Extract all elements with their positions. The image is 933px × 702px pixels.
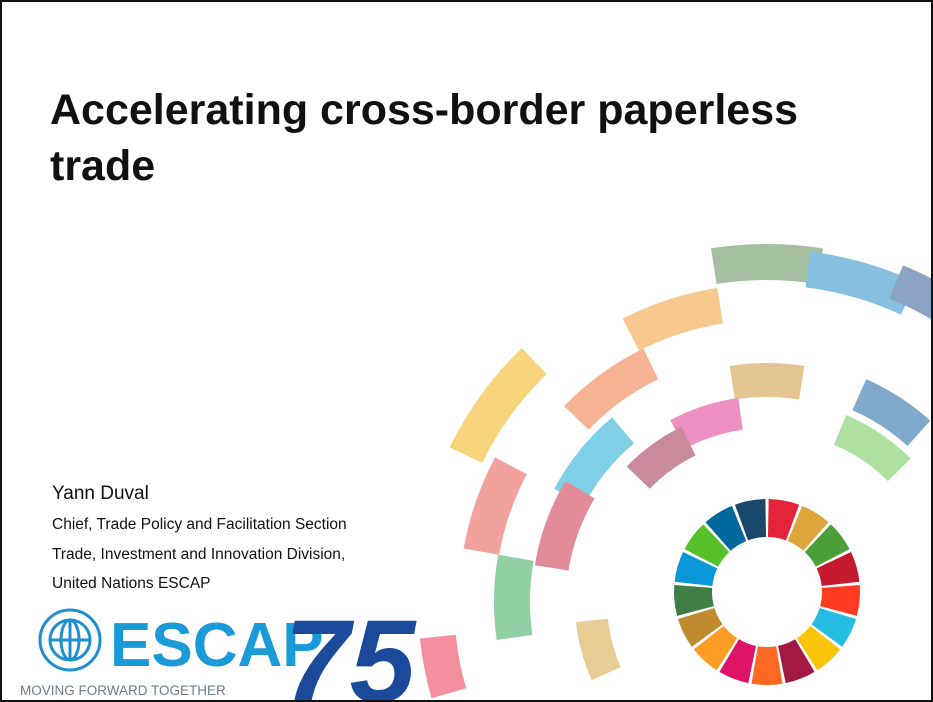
wheel-segment	[684, 524, 730, 568]
arc-segment	[449, 348, 547, 464]
emblem-ring	[38, 608, 102, 672]
presenter: Yann Duval Chief, Trade Policy and Facil…	[52, 478, 347, 599]
wheel-segment	[796, 625, 841, 671]
wheel-segment	[705, 505, 747, 552]
presenter-line: Chief, Trade Policy and Facilitation Sec…	[52, 516, 347, 533]
arc-segment	[576, 618, 621, 681]
wheel-segment	[804, 524, 850, 568]
tagline-box	[14, 677, 294, 700]
arc-segment	[534, 480, 595, 571]
arc-segment	[833, 415, 911, 482]
logo-name: ESCAP	[110, 611, 324, 680]
slide-title: Accelerating cross-border paperless trad…	[50, 86, 799, 190]
wheel-segment	[777, 638, 815, 684]
emblem-meridian	[59, 618, 81, 662]
arc-segment	[419, 634, 467, 699]
logo-tagline: MOVING FORWARD TOGETHER	[20, 683, 226, 698]
arc-segment	[710, 244, 824, 285]
arc-segment	[622, 287, 724, 351]
presenter-line: United Nations ESCAP	[52, 575, 211, 592]
wheel-segment	[674, 585, 715, 616]
un-emblem	[38, 608, 102, 672]
wheel-segment	[693, 625, 738, 671]
wheel-segment	[819, 585, 860, 616]
logo: ESCAP 75 MOVING FORWARD TOGETHER	[14, 596, 418, 702]
logo-anniversary: 75	[284, 596, 418, 702]
wheel-segment	[674, 552, 718, 587]
wheel-segment	[678, 607, 723, 647]
wheel-segment	[734, 499, 767, 541]
wheel-segment	[719, 638, 757, 684]
wheel-segment	[751, 646, 783, 685]
arc-segment	[852, 379, 931, 447]
presenter-name: Yann Duval	[52, 483, 149, 504]
wheel-segment	[816, 552, 860, 587]
arc-segment	[729, 363, 805, 400]
sdg-wheel	[674, 499, 860, 685]
wheel-segment	[767, 499, 800, 541]
arc-segment	[889, 265, 931, 320]
arc-graphic	[419, 244, 931, 699]
wheel-segment	[787, 505, 829, 552]
arc-segment	[494, 554, 534, 640]
presenter-line: Trade, Investment and Innovation Divisio…	[52, 545, 346, 563]
arc-segment	[670, 398, 744, 449]
arc-segment	[626, 426, 696, 490]
wheel-segment	[811, 607, 856, 647]
arc-segment	[463, 457, 527, 556]
arc-segment	[564, 348, 659, 430]
arc-segment	[554, 417, 635, 506]
